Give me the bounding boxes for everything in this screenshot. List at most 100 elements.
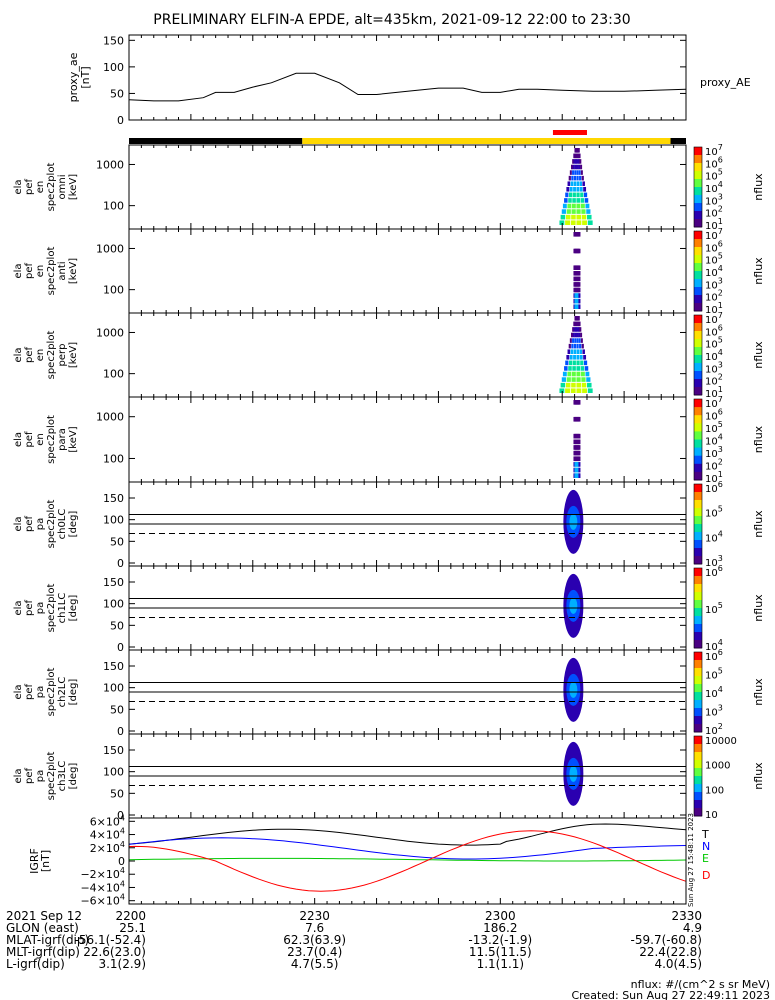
colorbar-segment [694, 632, 702, 641]
spec-pixel [560, 382, 566, 388]
ephem-row-value: -59.7(-60.8) [631, 933, 702, 947]
colorbar-tick-label: 104 [705, 433, 723, 448]
spec-pixel [576, 192, 580, 198]
colorbar-tick-label: 104 [705, 180, 723, 195]
spec-pixel [570, 220, 576, 225]
spec-ylabel: pef [24, 347, 35, 364]
colorbar-segment [694, 736, 702, 745]
spec-pixel [572, 327, 575, 332]
ephem-row-value: 4.0(4.5) [654, 957, 702, 971]
colorbar-frame [693, 651, 703, 733]
colorbar-segment [694, 471, 702, 481]
colorbar-segment [694, 800, 702, 809]
spec-pixel [577, 153, 580, 159]
colorbar-tick-label: 106 [705, 239, 723, 254]
spec-pixel [561, 377, 566, 382]
science-zone-marker [552, 130, 587, 135]
spec-ylabel: pef [24, 768, 35, 785]
spec-pixel [567, 203, 572, 209]
colorbar-segment [694, 808, 702, 817]
pa-ytick-label: 0 [117, 809, 124, 822]
spec-pixel [575, 159, 578, 164]
spec-pixel [565, 388, 570, 393]
spec-ylabel: ela [13, 263, 24, 278]
colorbar-segment [694, 548, 702, 557]
spec-ylabel: spec2plot [46, 500, 57, 549]
spec-pixel [578, 445, 581, 450]
colorbar-segment [694, 668, 702, 677]
spec-pixel [568, 198, 572, 203]
colorbar-segment [694, 431, 702, 440]
spec-ytick-label: 100 [103, 200, 124, 213]
spec-pixel [565, 382, 571, 388]
colorbar-segment [694, 171, 702, 180]
colorbar-segment [694, 371, 702, 380]
spec-ylabel: en [35, 181, 46, 194]
spec-pixel [576, 343, 579, 349]
spec-pixel [568, 343, 571, 349]
colorbar-segment [694, 660, 702, 669]
colorbar-segment [694, 331, 702, 340]
ephem-row-value: 22.6(23.0) [83, 945, 146, 959]
spec-pixel [565, 192, 569, 198]
spec-pixel [581, 343, 584, 349]
spec-ytick-label: 100 [103, 284, 124, 297]
spec-ylabel: ela [13, 432, 24, 447]
colorbar-segment [694, 700, 702, 709]
spec-pixel [567, 181, 571, 186]
ephem-row-value: 2200 [115, 909, 146, 923]
spec-ylabel: spec2plot [46, 584, 57, 633]
colorbar-segment [694, 792, 702, 801]
colorbar-segment [694, 760, 702, 769]
colorbar-segment [694, 247, 702, 256]
spec-pixel [577, 327, 580, 332]
spec-pixel [577, 316, 580, 321]
colorbar-label: nflux [752, 173, 765, 201]
spec-ylabel: perp [57, 344, 68, 367]
spec-ylabel: [keV] [68, 258, 79, 284]
spec-pixel [573, 175, 577, 181]
colorbar-segment [694, 708, 702, 717]
spec-ylabel: pef [24, 600, 35, 617]
igrf-ytick-label: 0 [118, 855, 125, 868]
colorbar-segment [694, 752, 702, 761]
colorbar-segment [694, 524, 702, 533]
spec-ylabel: [deg] [68, 595, 79, 622]
ephem-row-value: 22.4(22.8) [639, 945, 702, 959]
colorbar-tick-label: 101 [705, 217, 723, 232]
colorbar-segment [694, 692, 702, 701]
spec-pixel [587, 388, 593, 393]
colorbar-frame [693, 483, 703, 565]
colorbar-frame [693, 314, 703, 396]
igrf-legend-e: E [702, 852, 709, 865]
colorbar-segment [694, 163, 702, 172]
spec-pixel [575, 321, 578, 327]
colorbar-tick-label: 106 [705, 323, 723, 338]
colorbar-tick-label: 102 [705, 205, 723, 220]
colorbar-tick-label: 103 [705, 360, 723, 375]
spec-pixel [576, 187, 580, 192]
spec-ylabel: spec2plot [46, 331, 57, 380]
spec-pixel [578, 304, 581, 309]
colorbar-segment [694, 211, 702, 220]
spec-pixel [580, 360, 584, 366]
spec-pixel [581, 214, 587, 220]
spec-ylabel: anti [57, 261, 68, 280]
spec-pixel [580, 164, 583, 170]
spec-panel-frame [128, 228, 687, 314]
spec-pixel [576, 332, 579, 338]
colorbar-tick-label: 105 [705, 336, 723, 351]
spec-pixel [567, 349, 571, 354]
spec-ylabel: ela [13, 516, 24, 531]
colorbar-tick-label: 102 [705, 722, 723, 737]
colorbar-label: nflux [752, 762, 765, 790]
spec-pixel [576, 360, 580, 366]
spec-pixel [574, 332, 577, 338]
spec-pixel [576, 338, 579, 343]
igrf-ytick-label: 2×104 [90, 840, 125, 855]
proxy-ae-legend: proxy_AE [700, 76, 751, 89]
spec-ylabel: pa [35, 602, 46, 614]
spec-pixel [571, 203, 576, 209]
colorbar-segment [694, 600, 702, 609]
